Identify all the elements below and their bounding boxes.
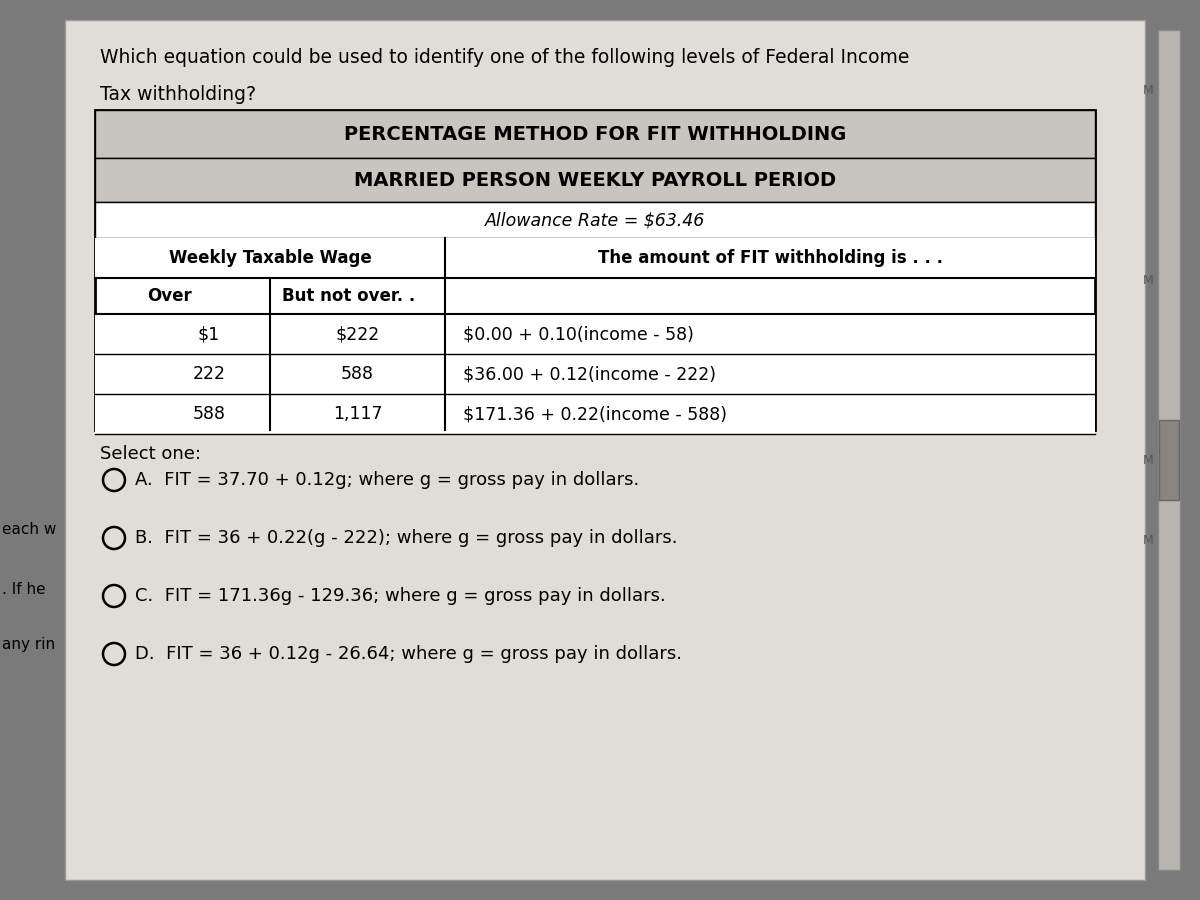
FancyBboxPatch shape (65, 20, 1145, 880)
FancyBboxPatch shape (95, 110, 1096, 158)
Text: any rin: any rin (2, 637, 55, 652)
Text: B.  FIT = 36 + 0.22(g - 222); where g = gross pay in dollars.: B. FIT = 36 + 0.22(g - 222); where g = g… (134, 529, 678, 547)
Text: 588: 588 (341, 365, 374, 383)
Text: . If he: . If he (2, 582, 46, 598)
Text: C.  FIT = 171.36g - 129.36; where g = gross pay in dollars.: C. FIT = 171.36g - 129.36; where g = gro… (134, 587, 666, 605)
Text: Tax withholding?: Tax withholding? (100, 85, 256, 104)
Text: The amount of FIT withholding is . . .: The amount of FIT withholding is . . . (598, 249, 942, 267)
FancyBboxPatch shape (95, 110, 1096, 430)
Text: M: M (1142, 274, 1153, 286)
Text: $222: $222 (335, 325, 379, 343)
FancyBboxPatch shape (95, 158, 1096, 202)
Text: But not over. .: But not over. . (282, 287, 415, 305)
Text: $36.00 + 0.12(income - 222): $36.00 + 0.12(income - 222) (463, 365, 716, 383)
Text: PERCENTAGE METHOD FOR FIT WITHHOLDING: PERCENTAGE METHOD FOR FIT WITHHOLDING (344, 124, 846, 143)
Text: 588: 588 (192, 405, 226, 423)
FancyBboxPatch shape (1158, 30, 1180, 870)
FancyBboxPatch shape (1159, 420, 1178, 500)
Text: $0.00 + 0.10(income - 58): $0.00 + 0.10(income - 58) (463, 325, 694, 343)
Text: Weekly Taxable Wage: Weekly Taxable Wage (169, 249, 371, 267)
Text: Which equation could be used to identify one of the following levels of Federal : Which equation could be used to identify… (100, 48, 910, 67)
Text: Allowance Rate = $63.46: Allowance Rate = $63.46 (485, 211, 706, 229)
Text: 1,117: 1,117 (332, 405, 383, 423)
Text: D.  FIT = 36 + 0.12g - 26.64; where g = gross pay in dollars.: D. FIT = 36 + 0.12g - 26.64; where g = g… (134, 645, 682, 663)
Text: Over: Over (148, 287, 192, 305)
Text: M: M (1142, 454, 1153, 466)
Text: MARRIED PERSON WEEKLY PAYROLL PERIOD: MARRIED PERSON WEEKLY PAYROLL PERIOD (354, 170, 836, 190)
FancyBboxPatch shape (95, 238, 1096, 278)
FancyBboxPatch shape (95, 354, 1096, 394)
Text: M: M (1142, 534, 1153, 546)
Text: M: M (1142, 84, 1153, 96)
FancyBboxPatch shape (95, 202, 1096, 238)
FancyBboxPatch shape (95, 394, 1096, 434)
Text: $1: $1 (198, 325, 220, 343)
Text: each w: each w (2, 523, 56, 537)
Text: $171.36 + 0.22(income - 588): $171.36 + 0.22(income - 588) (463, 405, 727, 423)
Text: A.  FIT = 37.70 + 0.12g; where g = gross pay in dollars.: A. FIT = 37.70 + 0.12g; where g = gross … (134, 471, 640, 489)
Text: Select one:: Select one: (100, 445, 202, 463)
FancyBboxPatch shape (95, 314, 1096, 354)
Text: 222: 222 (192, 365, 226, 383)
